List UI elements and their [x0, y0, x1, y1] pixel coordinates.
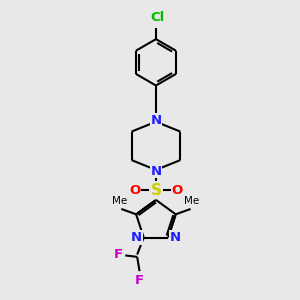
Text: F: F	[135, 274, 144, 287]
Text: Me: Me	[184, 196, 200, 206]
Text: O: O	[129, 184, 140, 196]
Text: N: N	[150, 165, 161, 178]
Text: S: S	[150, 183, 161, 198]
Text: N: N	[131, 231, 142, 244]
Text: F: F	[114, 248, 123, 261]
Text: Me: Me	[112, 196, 128, 206]
Text: N: N	[170, 231, 181, 244]
Text: O: O	[172, 184, 183, 196]
Text: N: N	[150, 114, 161, 127]
Text: Cl: Cl	[150, 11, 165, 24]
